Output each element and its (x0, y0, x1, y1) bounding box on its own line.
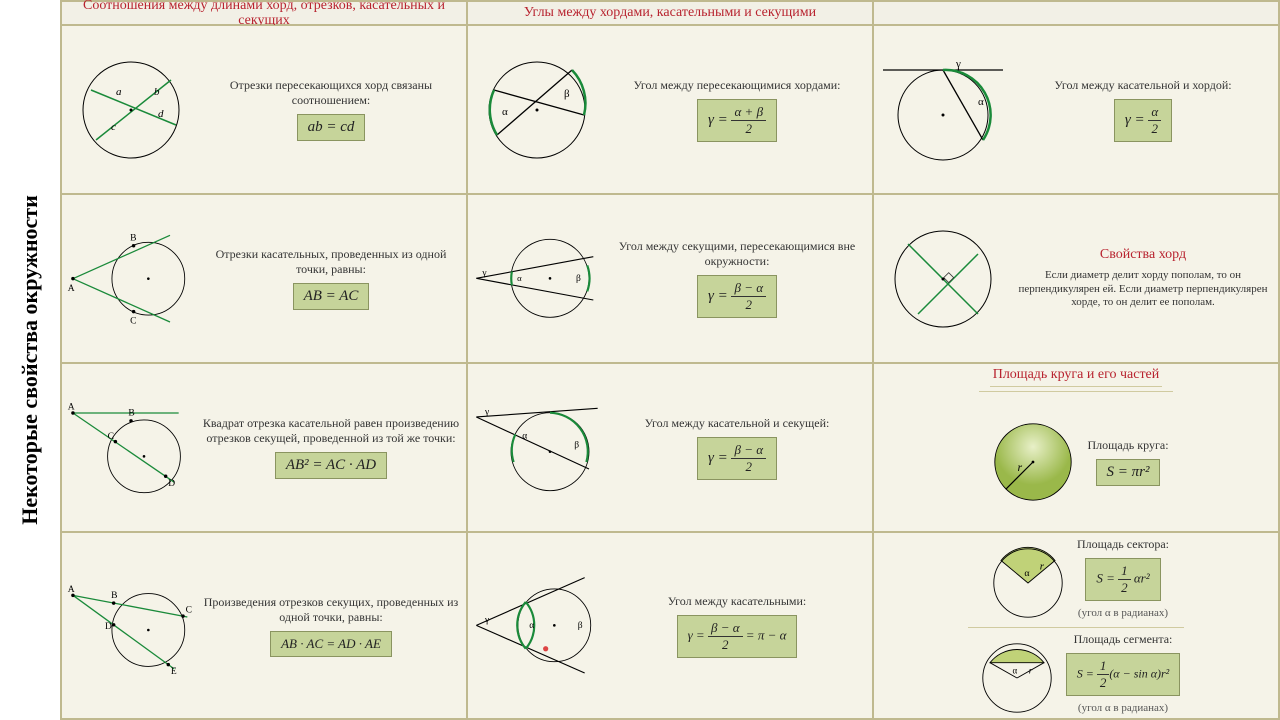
diagram-angle-tan-sec: γ α β (472, 368, 602, 527)
diagram-angle-chords: α β (472, 30, 602, 189)
subheader-chord-props: Свойства хорд (1100, 247, 1186, 263)
svg-text:C: C (186, 605, 192, 615)
formula-sector: S = 12 αr² (1085, 558, 1160, 601)
diagram-segment: α r (972, 632, 1062, 714)
svg-text:D: D (168, 479, 175, 489)
desc-r1c3: Угол между касательной и хордой: (1054, 78, 1231, 93)
svg-text:A: A (68, 585, 75, 595)
cell-angle-secants: γ α β Угол между секущими, пересекающими… (467, 194, 873, 363)
note-segment: (угол α в радианах) (1078, 702, 1168, 714)
diagram-circle-area: r (983, 396, 1083, 527)
svg-text:D: D (105, 622, 112, 632)
svg-text:γ: γ (484, 616, 489, 626)
header-col3 (873, 1, 1279, 25)
formula-r4c2: γ = β − α2 = π − α (677, 615, 798, 658)
header-col2: Углы между хордами, касательными и секущ… (467, 1, 873, 25)
formula-r1c2: γ = α + β2 (697, 99, 777, 142)
desc-r3c3: Площадь круга: (1087, 438, 1168, 453)
cell-sector-segment: α r Площадь сектора: S = 12 αr² (угол α … (873, 532, 1279, 719)
cell-two-secants: A B C D E Произведения отрезков секущих,… (61, 532, 467, 719)
desc-r1c2: Угол между пересекающимися хордами: (633, 78, 840, 93)
diagram-tangent-chord: γ α (878, 30, 1008, 189)
desc-r4c2: Угол между касательными: (668, 594, 807, 609)
formula-segment: S = 12(α − sin α)r² (1066, 653, 1181, 696)
svg-text:r: r (1028, 665, 1032, 676)
svg-text:α: α (517, 273, 522, 283)
cell-chord-segments: a d c b Отрезки пересекающихся хорд связ… (61, 25, 467, 194)
svg-text:β: β (564, 88, 570, 100)
desc-segment: Площадь сегмента: (1074, 632, 1173, 647)
formula-r3c1: AB² = AC · AD (275, 452, 387, 479)
svg-text:α: α (1024, 567, 1029, 578)
cell-angle-chords: α β Угол между пересекающимися хордами: … (467, 25, 873, 194)
desc-r3c2: Угол между касательной и секущей: (645, 416, 830, 431)
cell-tangent-segments: A B C Отрезки касательных, проведенных и… (61, 194, 467, 363)
svg-text:B: B (128, 408, 134, 418)
svg-text:α: α (522, 432, 527, 442)
desc-r4c1: Произведения отрезков секущих, проведенн… (200, 595, 462, 625)
diagram-angle-tangents: γ α β (472, 537, 602, 714)
svg-text:C: C (108, 432, 114, 442)
svg-text:α: α (1012, 665, 1017, 675)
cell-angle-tangent-secant: γ α β Угол между касательной и секущей: … (467, 363, 873, 532)
svg-text:a: a (116, 86, 122, 98)
header-col1: Соотношения между длинами хорд, отрезков… (61, 1, 467, 25)
svg-text:C: C (130, 317, 136, 327)
svg-text:c: c (111, 121, 116, 133)
svg-text:A: A (68, 402, 75, 412)
note-sector: (угол α в радианах) (1078, 607, 1168, 619)
desc-r2c3: Если диаметр делит хорду пополам, то он … (1012, 269, 1274, 310)
formula-r1c1: ab = cd (297, 114, 366, 141)
subheader-areas: Площадь круга и его частей (990, 364, 1163, 387)
formula-r3c2: γ = β − α2 (697, 437, 777, 480)
svg-text:B: B (111, 591, 117, 601)
svg-text:α: α (978, 96, 984, 108)
formula-r2c1: AB = AC (293, 283, 370, 310)
diagram-diameter-chord (878, 199, 1008, 358)
svg-text:γ: γ (481, 269, 486, 279)
desc-r1c1: Отрезки пересекающихся хорд связаны соот… (200, 78, 462, 108)
diagram-two-tangents: A B C (66, 199, 196, 358)
desc-r2c1: Отрезки касательных, проведенных из одно… (200, 247, 462, 277)
diagram-intersecting-chords: a d c b (66, 30, 196, 189)
cell-circle-area: Площадь круга и его частей r Площадь кру… (873, 363, 1279, 532)
diagram-angle-secants: γ α β (472, 199, 602, 358)
diagram-sector: α r (983, 537, 1073, 619)
diagram-tangent-secant: A B C D (66, 368, 196, 527)
svg-text:α: α (529, 621, 534, 631)
desc-sector: Площадь сектора: (1077, 537, 1169, 552)
reference-grid: Соотношения между длинами хорд, отрезков… (60, 0, 1280, 720)
svg-text:β: β (578, 621, 583, 631)
formula-r1c3: γ = α2 (1114, 99, 1172, 142)
svg-text:d: d (158, 108, 164, 120)
svg-text:γ: γ (484, 408, 489, 418)
diagram-two-secants: A B C D E (66, 537, 196, 714)
cell-tangent-chord: γ α Угол между касательной и хордой: γ =… (873, 25, 1279, 194)
cell-angle-tangents: γ α β Угол между касательными: γ = β − α… (467, 532, 873, 719)
desc-r3c1: Квадрат отрезка касательной равен произв… (200, 416, 462, 446)
page-title: Некоторые свойства окружности (17, 195, 43, 525)
cell-chord-properties: Свойства хорд Если диаметр делит хорду п… (873, 194, 1279, 363)
svg-text:γ: γ (955, 58, 961, 70)
svg-text:β: β (574, 441, 579, 451)
svg-text:A: A (68, 284, 75, 294)
page-title-sidebar: Некоторые свойства окружности (0, 0, 60, 720)
svg-text:r: r (1018, 460, 1023, 474)
desc-r2c2: Угол между секущими, пересекающимися вне… (606, 239, 868, 269)
svg-text:B: B (130, 233, 136, 243)
svg-text:b: b (154, 86, 160, 98)
cell-tangent-secant: A B C D Квадрат отрезка касательной раве… (61, 363, 467, 532)
formula-r4c1: AB · AC = AD · AE (270, 631, 392, 657)
svg-text:E: E (171, 667, 177, 677)
formula-r3c3: S = πr² (1096, 459, 1161, 486)
formula-r2c2: γ = β − α2 (697, 275, 777, 318)
svg-text:α: α (502, 106, 508, 118)
svg-text:β: β (576, 274, 581, 284)
